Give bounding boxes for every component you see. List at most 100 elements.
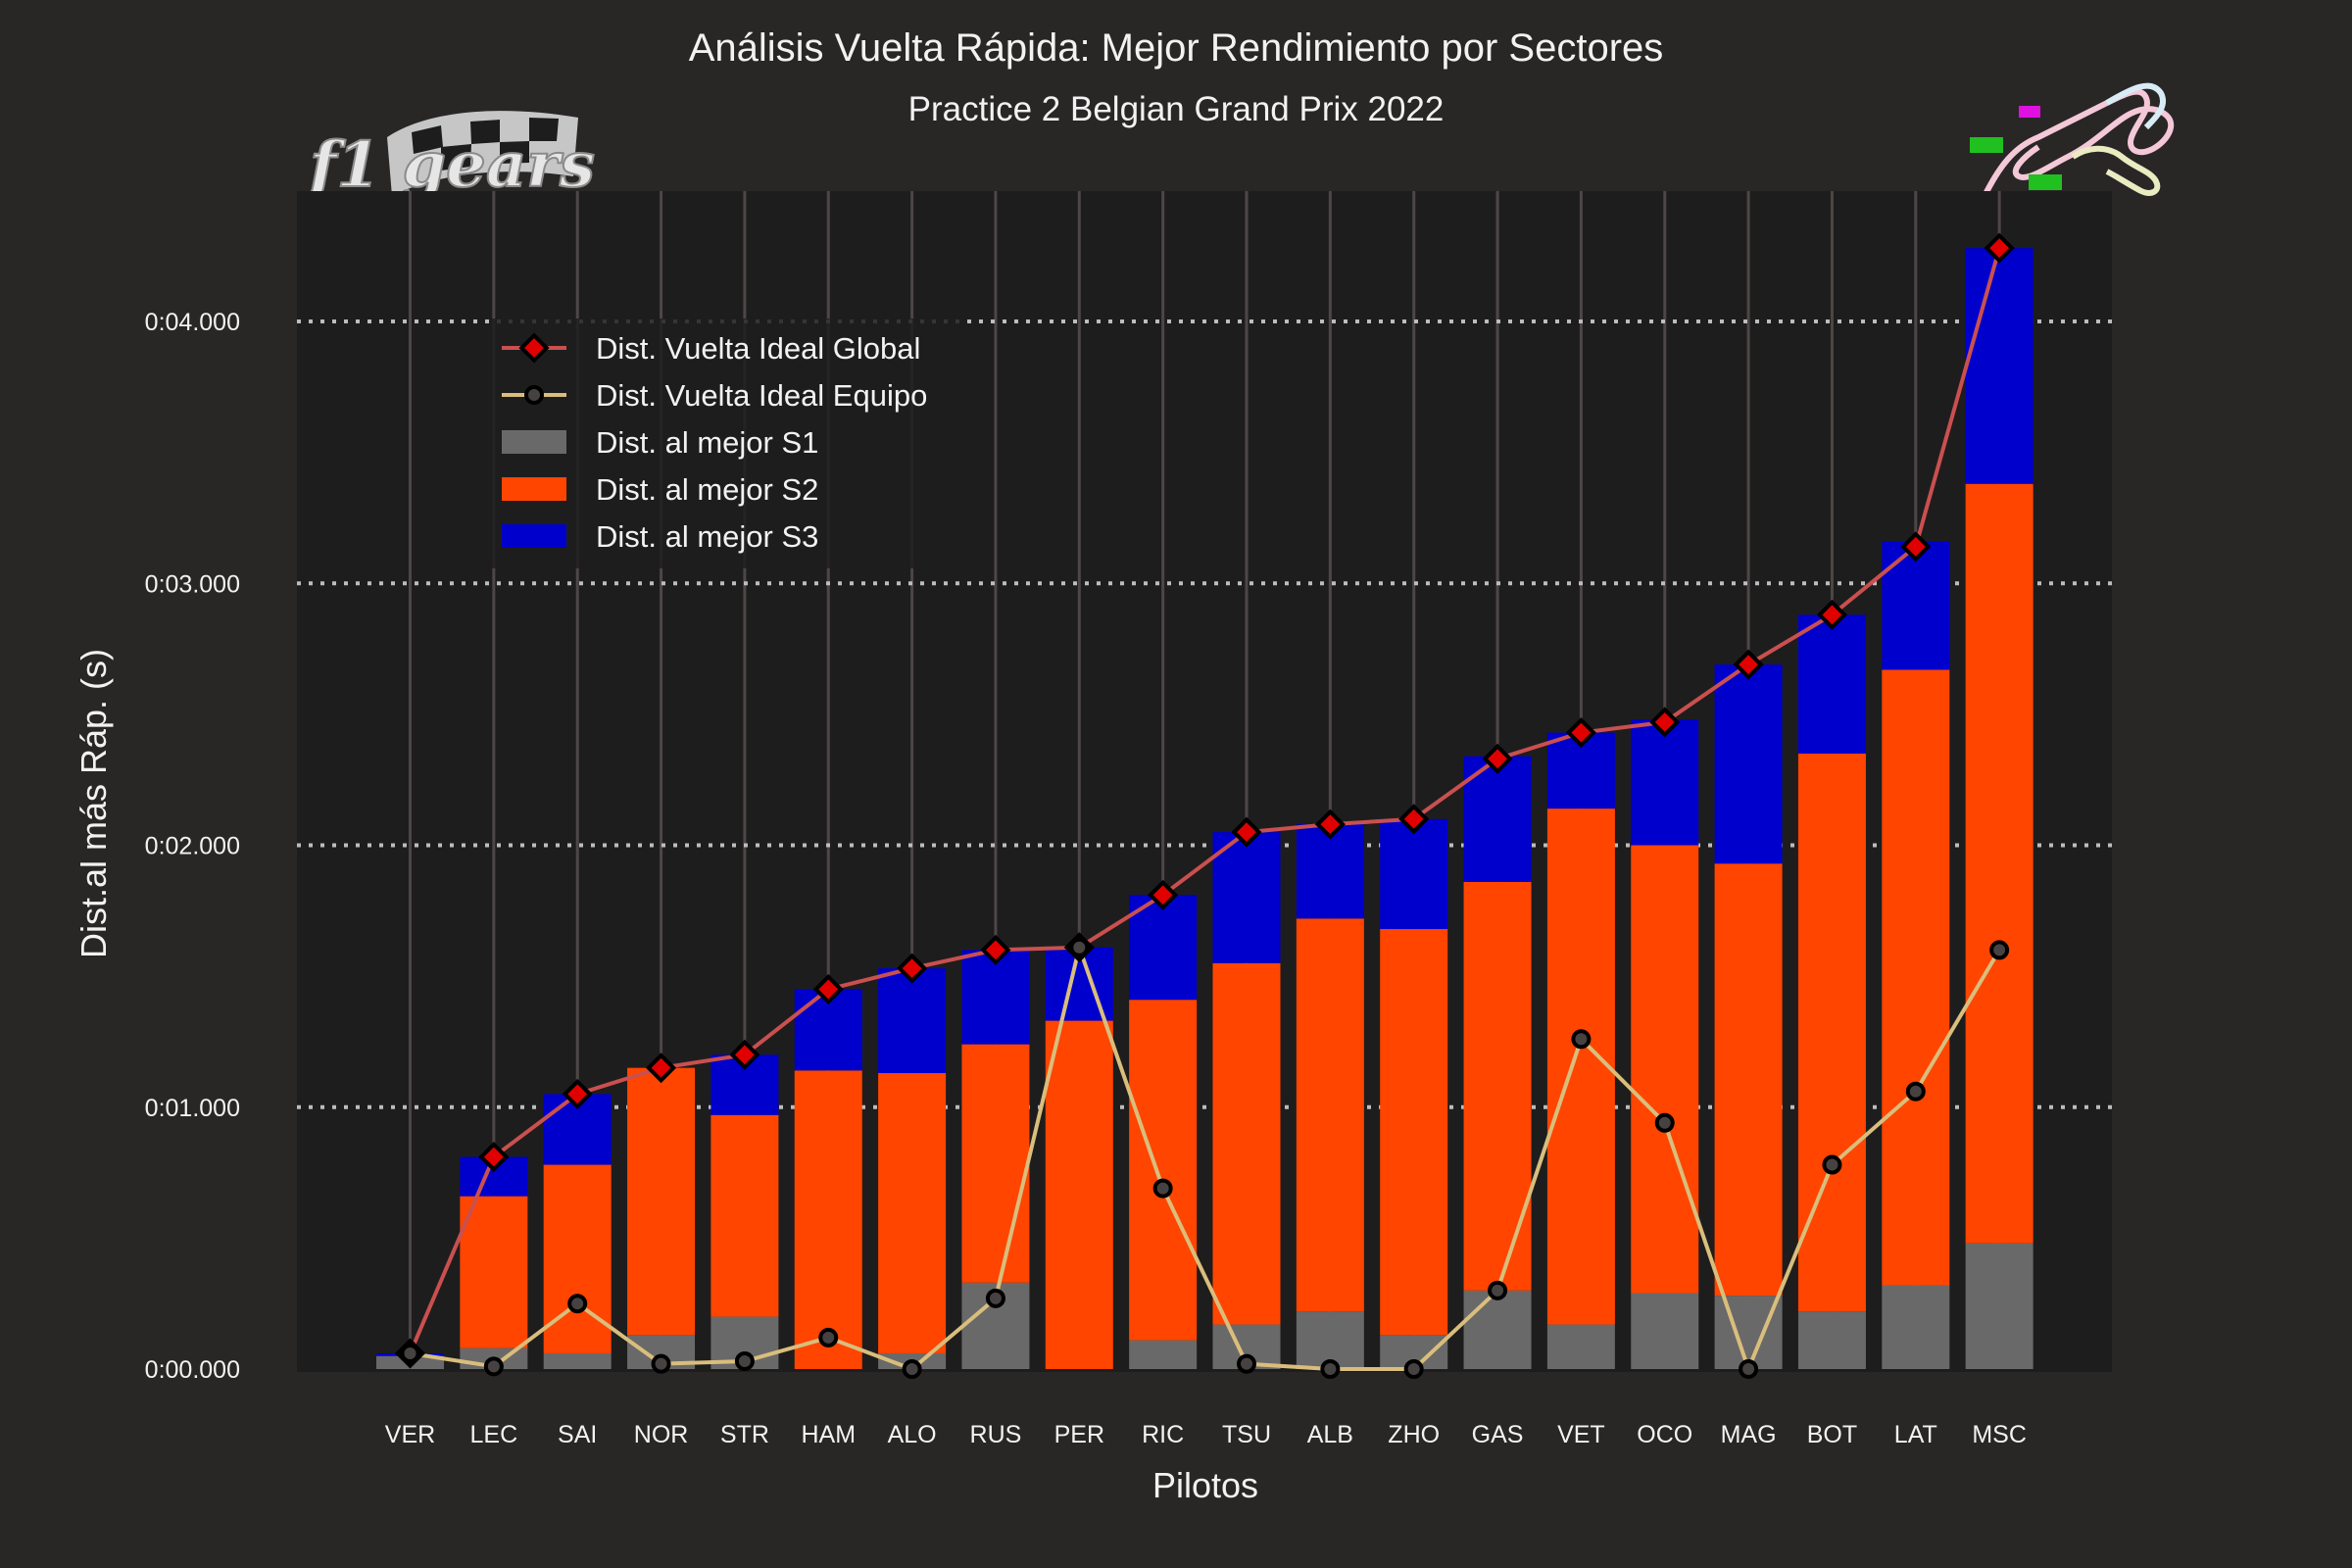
bar-s1-msc: [1965, 1243, 2034, 1369]
x-tick-label-bot: BOT: [1807, 1421, 1857, 1448]
bar-s1-sai: [543, 1352, 612, 1369]
x-tick-label-alo: ALO: [888, 1421, 937, 1448]
x-tick-label-ham: HAM: [801, 1421, 856, 1448]
bar-s1-gas: [1463, 1290, 1532, 1369]
marker-global-str: [729, 1039, 760, 1070]
marker-team-msc: [1989, 940, 2010, 960]
marker-team-bot: [1822, 1154, 1842, 1175]
x-tick-label-rus: RUS: [970, 1421, 1022, 1448]
marker-team-tsu: [1237, 1353, 1256, 1374]
bar-s1-vet: [1546, 1324, 1615, 1369]
y-axis-ticks: 0:00.000 0:01.000 0:02.000 0:03.000 0:04.000: [145, 309, 240, 1384]
legend-team-label: Dist. Vuelta Ideal Equipo: [596, 378, 927, 413]
legend-s3-label: Dist. al mejor S3: [596, 519, 818, 554]
bar-s2-mag: [1714, 863, 1783, 1297]
bar-s2-vet: [1546, 808, 1615, 1325]
x-tick-label-tsu: TSU: [1222, 1421, 1271, 1448]
marker-global-alo: [897, 953, 928, 984]
bar-s2-alo: [878, 1073, 947, 1353]
legend-s3-swatch: [502, 524, 566, 548]
y-tick-label-0: 0:00.000: [145, 1356, 240, 1384]
x-tick-label-gas: GAS: [1472, 1421, 1524, 1448]
bar-s2-zho: [1380, 929, 1448, 1336]
bar-s3-zho: [1380, 818, 1448, 930]
marker-global-msc: [1984, 232, 2015, 264]
x-axis-title: Pilotos: [1152, 1465, 1258, 1505]
bar-s2-msc: [1965, 483, 2034, 1244]
legend-item-s2: Dist. al mejor S2: [502, 472, 818, 507]
x-tick-label-vet: VET: [1557, 1421, 1605, 1448]
legend-team-marker: [524, 385, 544, 405]
bar-s2-tsu: [1212, 962, 1281, 1325]
brand-logo: f1 gears: [305, 111, 596, 203]
bar-s2-gas: [1463, 881, 1532, 1291]
marker-global-gas: [1482, 743, 1513, 774]
marker-team-gas: [1488, 1280, 1508, 1300]
bar-s2-ham: [794, 1070, 862, 1369]
bar-s3-msc: [1965, 248, 2034, 484]
bar-s2-sai: [543, 1164, 612, 1353]
bar-s2-oco: [1631, 845, 1699, 1294]
x-tick-label-mag: MAG: [1721, 1421, 1777, 1448]
legend-s2-label: Dist. al mejor S2: [596, 472, 818, 507]
bar-s2-nor: [627, 1067, 696, 1336]
bar-s3-bot: [1797, 614, 1866, 754]
chart-title: Análisis Vuelta Rápida: Mejor Rendimient…: [689, 26, 1664, 70]
bar-s2-ric: [1129, 1000, 1198, 1341]
bar-s2-alb: [1296, 918, 1364, 1312]
marker-global-rus: [980, 934, 1011, 965]
chart-subtitle: Practice 2 Belgian Grand Prix 2022: [908, 90, 1445, 128]
marker-global-zho: [1398, 804, 1430, 835]
brand-logo-text: f1 gears: [306, 128, 595, 202]
bar-s1-bot: [1797, 1311, 1866, 1369]
marker-team-nor: [651, 1353, 671, 1374]
bar-series: [376, 248, 2034, 1369]
marker-team-vet: [1571, 1029, 1592, 1050]
legend-s1-swatch: [502, 430, 566, 454]
y-tick-label-2: 0:02.000: [145, 833, 240, 860]
x-tick-label-per: PER: [1054, 1421, 1104, 1448]
bar-s3-alo: [878, 968, 947, 1074]
x-tick-label-oco: OCO: [1637, 1421, 1692, 1448]
bar-s3-ric: [1129, 895, 1198, 1001]
line-ideal-global: [408, 247, 2002, 1354]
bar-s1-oco: [1631, 1293, 1699, 1369]
marker-team-lat: [1905, 1081, 1926, 1102]
marker-global-vet: [1565, 717, 1596, 749]
marker-team-str: [734, 1350, 755, 1371]
x-tick-label-sai: SAI: [558, 1421, 597, 1448]
marker-team-per: [1069, 937, 1090, 957]
y-tick-label-3: 0:03.000: [145, 570, 240, 598]
x-tick-label-zho: ZHO: [1388, 1421, 1440, 1448]
marker-global-nor: [645, 1053, 677, 1084]
bar-s2-str: [710, 1114, 779, 1317]
checkered-flag-icon: [387, 111, 578, 196]
marker-team-lec: [483, 1356, 504, 1377]
bar-s3-rus: [961, 950, 1030, 1045]
marker-global-oco: [1649, 707, 1681, 738]
marker-team-alb: [1320, 1359, 1341, 1379]
circuit-spa-icon: [1970, 82, 2175, 198]
marker-global-bot: [1816, 599, 1848, 630]
marker-global-tsu: [1231, 816, 1262, 848]
x-tick-label-lat: LAT: [1894, 1421, 1937, 1448]
bar-s2-lec: [460, 1196, 528, 1348]
bar-s2-lat: [1882, 669, 1950, 1286]
bar-s1-lat: [1882, 1285, 1950, 1369]
x-tick-label-nor: NOR: [634, 1421, 689, 1448]
line-series: [394, 232, 2015, 1379]
bar-s3-oco: [1631, 719, 1699, 846]
y-axis-title: Dist.al más Ráp. (s): [74, 649, 114, 958]
legend-item-s1: Dist. al mejor S1: [502, 425, 818, 460]
legend-global-label: Dist. Vuelta Ideal Global: [596, 331, 920, 366]
legend-s1-label: Dist. al mejor S1: [596, 425, 818, 460]
marker-team-alo: [902, 1359, 922, 1379]
marker-team-oco: [1654, 1112, 1675, 1133]
marker-team-rus: [985, 1288, 1005, 1308]
bar-s3-mag: [1714, 664, 1783, 864]
legend-item-global: Dist. Vuelta Ideal Global: [502, 331, 920, 366]
x-tick-label-ric: RIC: [1142, 1421, 1184, 1448]
legend-item-s3: Dist. al mejor S3: [502, 519, 818, 554]
x-tick-label-msc: MSC: [1972, 1421, 2027, 1448]
